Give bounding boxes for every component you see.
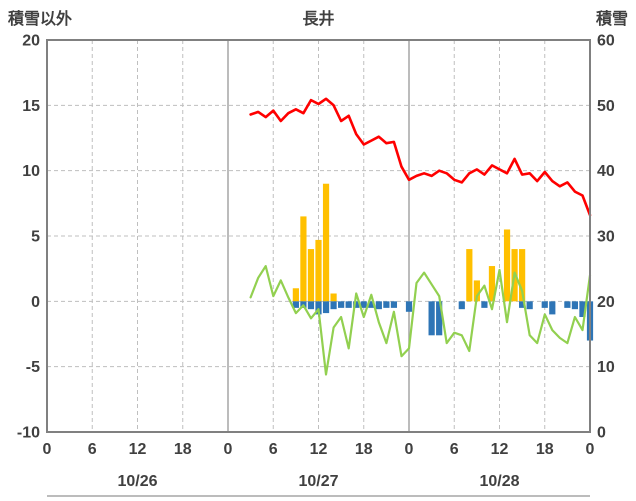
date-label: 10/26 bbox=[117, 473, 157, 490]
blue-bar bbox=[292, 301, 299, 308]
blue-bar bbox=[390, 301, 398, 308]
x-axis-tick-label: 12 bbox=[491, 441, 509, 458]
x-axis-tick-label: 18 bbox=[536, 441, 554, 458]
blue-bar bbox=[549, 301, 556, 315]
x-axis-tick-label: 0 bbox=[586, 441, 595, 458]
blue-bar bbox=[368, 301, 375, 308]
left-axis-tick-label: 5 bbox=[31, 229, 40, 246]
x-axis-tick-label: 6 bbox=[88, 441, 97, 458]
x-axis-tick-label: 0 bbox=[224, 441, 233, 458]
left-axis-tick-label: 0 bbox=[31, 294, 40, 311]
left-axis-tick-label: -5 bbox=[26, 359, 40, 376]
x-axis-tick-label: 12 bbox=[129, 441, 147, 458]
x-axis-tick-label: 0 bbox=[405, 441, 414, 458]
plot-border bbox=[46, 39, 591, 433]
right-axis-tick-label: 20 bbox=[597, 294, 615, 311]
date-label: 10/28 bbox=[479, 473, 519, 490]
x-axis-tick-label: 0 bbox=[43, 441, 52, 458]
x-axis-tick-label: 18 bbox=[174, 441, 192, 458]
blue-bar bbox=[428, 301, 435, 336]
blue-bar bbox=[375, 301, 382, 310]
orange-bar bbox=[466, 249, 473, 302]
green-line-path bbox=[249, 265, 592, 376]
orange-bar bbox=[315, 239, 322, 302]
left-axis-tick-label: -10 bbox=[17, 425, 40, 442]
blue-bar bbox=[405, 301, 413, 312]
orange-bar bbox=[519, 249, 526, 302]
orange-bar bbox=[503, 229, 511, 302]
right-axis-tick-label: 50 bbox=[597, 98, 615, 115]
orange-bar bbox=[307, 249, 315, 302]
blue-bar bbox=[315, 301, 322, 315]
orange-bar bbox=[330, 293, 337, 302]
orange-bar bbox=[488, 266, 496, 302]
blue-bar bbox=[436, 301, 443, 336]
right-axis-tick-label: 30 bbox=[597, 229, 615, 246]
orange-bar bbox=[473, 280, 480, 302]
blue-bar bbox=[360, 301, 367, 308]
blue-bar bbox=[353, 301, 360, 308]
date-label: 10/27 bbox=[298, 473, 338, 490]
blue-bar bbox=[383, 301, 390, 308]
blue-bar bbox=[526, 301, 533, 310]
right-axis-tick-label: 60 bbox=[597, 33, 615, 50]
left-axis-tick-label: 15 bbox=[22, 98, 40, 115]
blue-bar bbox=[338, 301, 345, 308]
right-axis-tick-label: 0 bbox=[597, 425, 606, 442]
right-axis-tick-label: 40 bbox=[597, 163, 615, 180]
left-axis-tick-label: 20 bbox=[22, 33, 40, 50]
blue-bar bbox=[571, 301, 579, 310]
right-axis-title: 積雪 bbox=[595, 11, 628, 28]
orange-bar bbox=[292, 288, 299, 302]
blue-bar bbox=[322, 301, 330, 314]
blue-bar bbox=[481, 301, 488, 308]
blue-bar bbox=[458, 301, 465, 310]
orange-bar bbox=[300, 216, 307, 302]
blue-bar bbox=[564, 301, 571, 308]
red-line-path bbox=[249, 97, 592, 217]
left-axis-title: 積雪以外 bbox=[8, 11, 73, 28]
x-axis-tick-label: 18 bbox=[355, 441, 373, 458]
chart-title: 長井 bbox=[302, 11, 335, 28]
x-axis-tick-label: 6 bbox=[450, 441, 459, 458]
x-axis-tick-label: 6 bbox=[269, 441, 278, 458]
blue-bar bbox=[345, 301, 352, 308]
blue-bar bbox=[307, 301, 315, 310]
orange-bar bbox=[322, 183, 330, 302]
blue-bar bbox=[519, 301, 526, 308]
blue-bar bbox=[579, 301, 586, 318]
left-axis-tick-label: 10 bbox=[22, 163, 40, 180]
blue-bar bbox=[330, 301, 337, 310]
x-axis-tick-label: 12 bbox=[310, 441, 328, 458]
right-axis-tick-label: 10 bbox=[597, 359, 615, 376]
blue-bar bbox=[541, 301, 548, 308]
